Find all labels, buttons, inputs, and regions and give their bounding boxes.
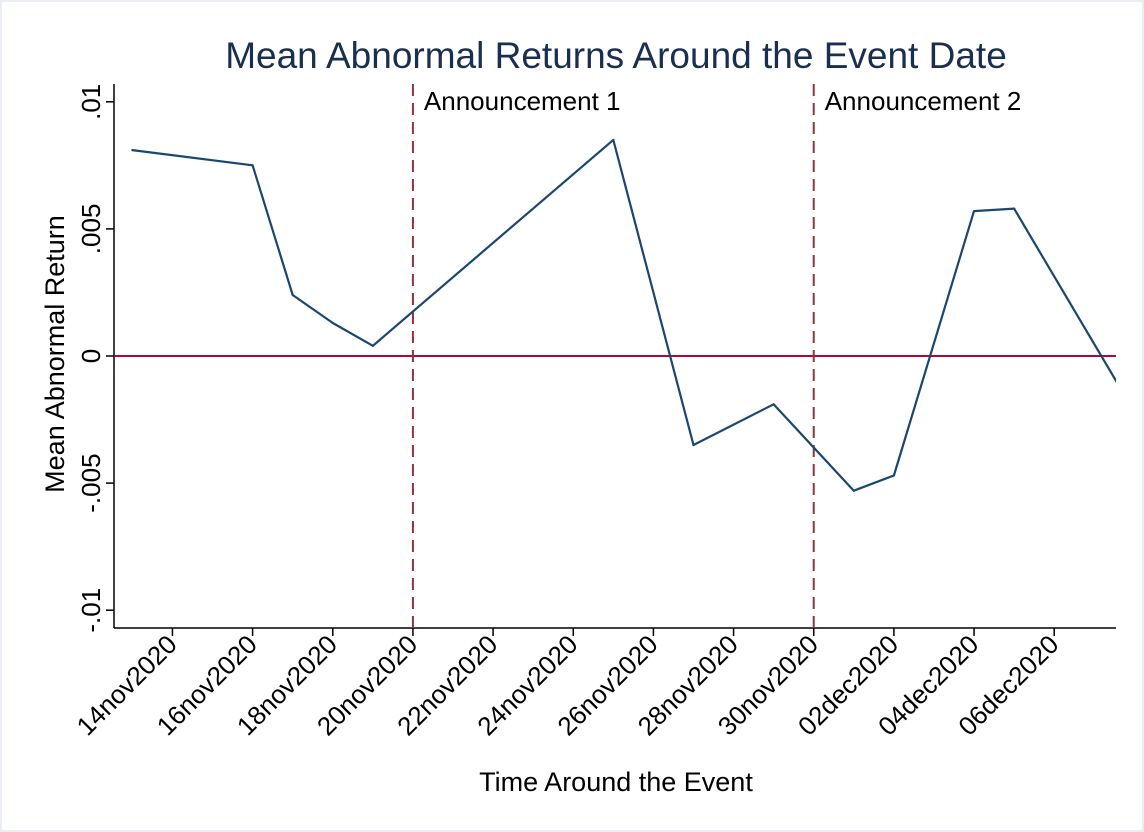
y-tick-label: 0 — [76, 349, 106, 363]
y-tick-label: -.005 — [76, 453, 106, 512]
data-point — [131, 148, 134, 152]
event-annotation-label: Announcement 2 — [825, 86, 1022, 116]
data-point — [291, 293, 294, 297]
data-point — [251, 164, 254, 167]
data-point — [371, 344, 374, 347]
y-tick-label: .005 — [76, 204, 106, 255]
data-point — [1133, 411, 1135, 413]
data-point — [692, 443, 695, 447]
y-tick-label: .01 — [76, 84, 106, 120]
data-point — [772, 403, 775, 406]
data-point — [1013, 207, 1016, 210]
y-tick-label: -.01 — [76, 588, 106, 633]
data-point — [892, 474, 895, 477]
x-axis-label: Time Around the Event — [479, 767, 753, 797]
plot-area: -.01-.0050.005.0114nov202016nov202018nov… — [70, 84, 1135, 741]
data-point — [972, 210, 976, 213]
y-axis-label: Mean Abnormal Return — [40, 215, 70, 493]
data-point — [612, 138, 615, 142]
event-annotation-label: Announcement 1 — [424, 86, 621, 116]
data-point — [852, 489, 855, 492]
data-point — [331, 321, 334, 325]
chart-title: Mean Abnormal Returns Around the Event D… — [225, 35, 1007, 76]
series-line — [132, 138, 1116, 492]
